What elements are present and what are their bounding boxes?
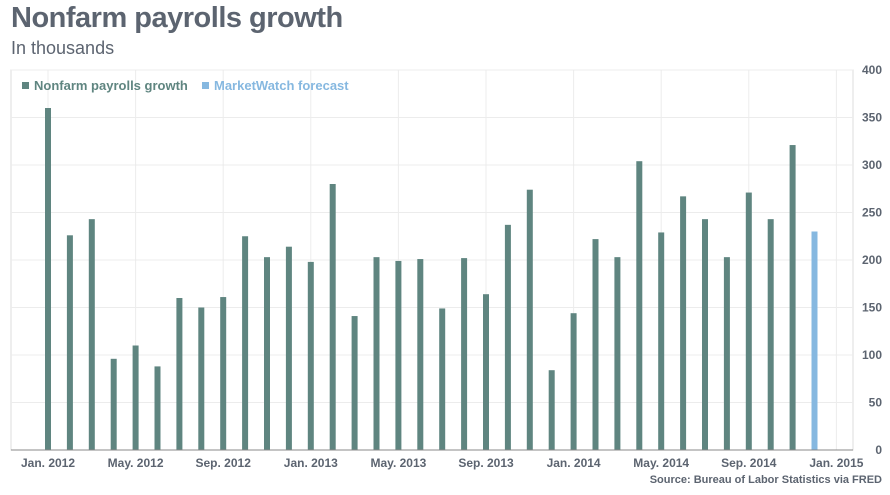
source-note: Source: Bureau of Labor Statistics via F… (649, 474, 882, 486)
payrolls-bar (154, 366, 161, 450)
payrolls-bar (439, 308, 446, 450)
payrolls-bar (132, 345, 139, 450)
y-tick-label: 0 (875, 443, 882, 457)
payrolls-bar (329, 184, 336, 450)
payrolls-bar (110, 358, 117, 450)
y-tick-label: 350 (862, 111, 882, 125)
y-tick-label: 100 (862, 348, 882, 362)
payrolls-bar (285, 246, 292, 450)
x-tick-label: Jan. 2013 (284, 456, 338, 470)
x-tick-label: Jan. 2014 (547, 456, 601, 470)
legend-swatch (202, 82, 209, 89)
legend-label: MarketWatch forecast (214, 78, 349, 93)
x-tick-label: May. 2013 (370, 456, 426, 470)
x-tick-label: May. 2012 (108, 456, 164, 470)
x-tick-label: Jan. 2015 (809, 456, 863, 470)
payrolls-bar (680, 196, 687, 450)
payrolls-bar (723, 257, 730, 450)
payrolls-bar (614, 257, 621, 450)
y-tick-label: 300 (862, 158, 882, 172)
payrolls-bar (307, 261, 314, 450)
chart-title: Nonfarm payrolls growth (11, 2, 343, 34)
payrolls-bar (745, 192, 752, 451)
x-tick-label: Sep. 2014 (721, 456, 777, 470)
payrolls-bar (526, 189, 533, 450)
payrolls-bar (504, 224, 511, 450)
payrolls-bar (548, 370, 555, 450)
legend-swatch (22, 82, 29, 89)
legend-label: Nonfarm payrolls growth (34, 78, 188, 93)
payrolls-bar (483, 294, 489, 450)
payrolls-bar (570, 313, 577, 450)
payrolls-bar (789, 145, 796, 451)
y-tick-label: 150 (862, 301, 882, 315)
payrolls-bar (220, 297, 227, 450)
payrolls-bar (242, 236, 249, 450)
x-tick-label: Sep. 2012 (196, 456, 252, 470)
forecast-bar (811, 231, 818, 450)
payrolls-bar (395, 260, 402, 450)
payrolls-bar (592, 239, 599, 450)
x-tick-label: Sep. 2013 (458, 456, 514, 470)
payrolls-bar (45, 108, 51, 450)
payrolls-bar (417, 259, 424, 450)
chart-subtitle: In thousands (11, 38, 115, 58)
y-tick-label: 50 (869, 396, 883, 410)
y-tick-label: 400 (862, 63, 882, 77)
payrolls-bar (461, 258, 468, 450)
y-tick-label: 200 (862, 253, 882, 267)
payrolls-bar (636, 161, 643, 450)
payrolls-bar (198, 307, 205, 450)
x-tick-label: Jan. 2012 (21, 456, 75, 470)
payrolls-bar (264, 257, 270, 450)
payrolls-bar (66, 235, 73, 450)
payrolls-bar (351, 316, 358, 450)
payrolls-bar (658, 232, 665, 450)
y-tick-label: 250 (862, 206, 882, 220)
payrolls-bar (176, 298, 183, 450)
payrolls-bar (373, 257, 380, 450)
x-tick-label: May. 2014 (633, 456, 689, 470)
payrolls-bar (88, 219, 95, 450)
payrolls-bar (767, 219, 774, 450)
payrolls-bar (702, 219, 708, 450)
